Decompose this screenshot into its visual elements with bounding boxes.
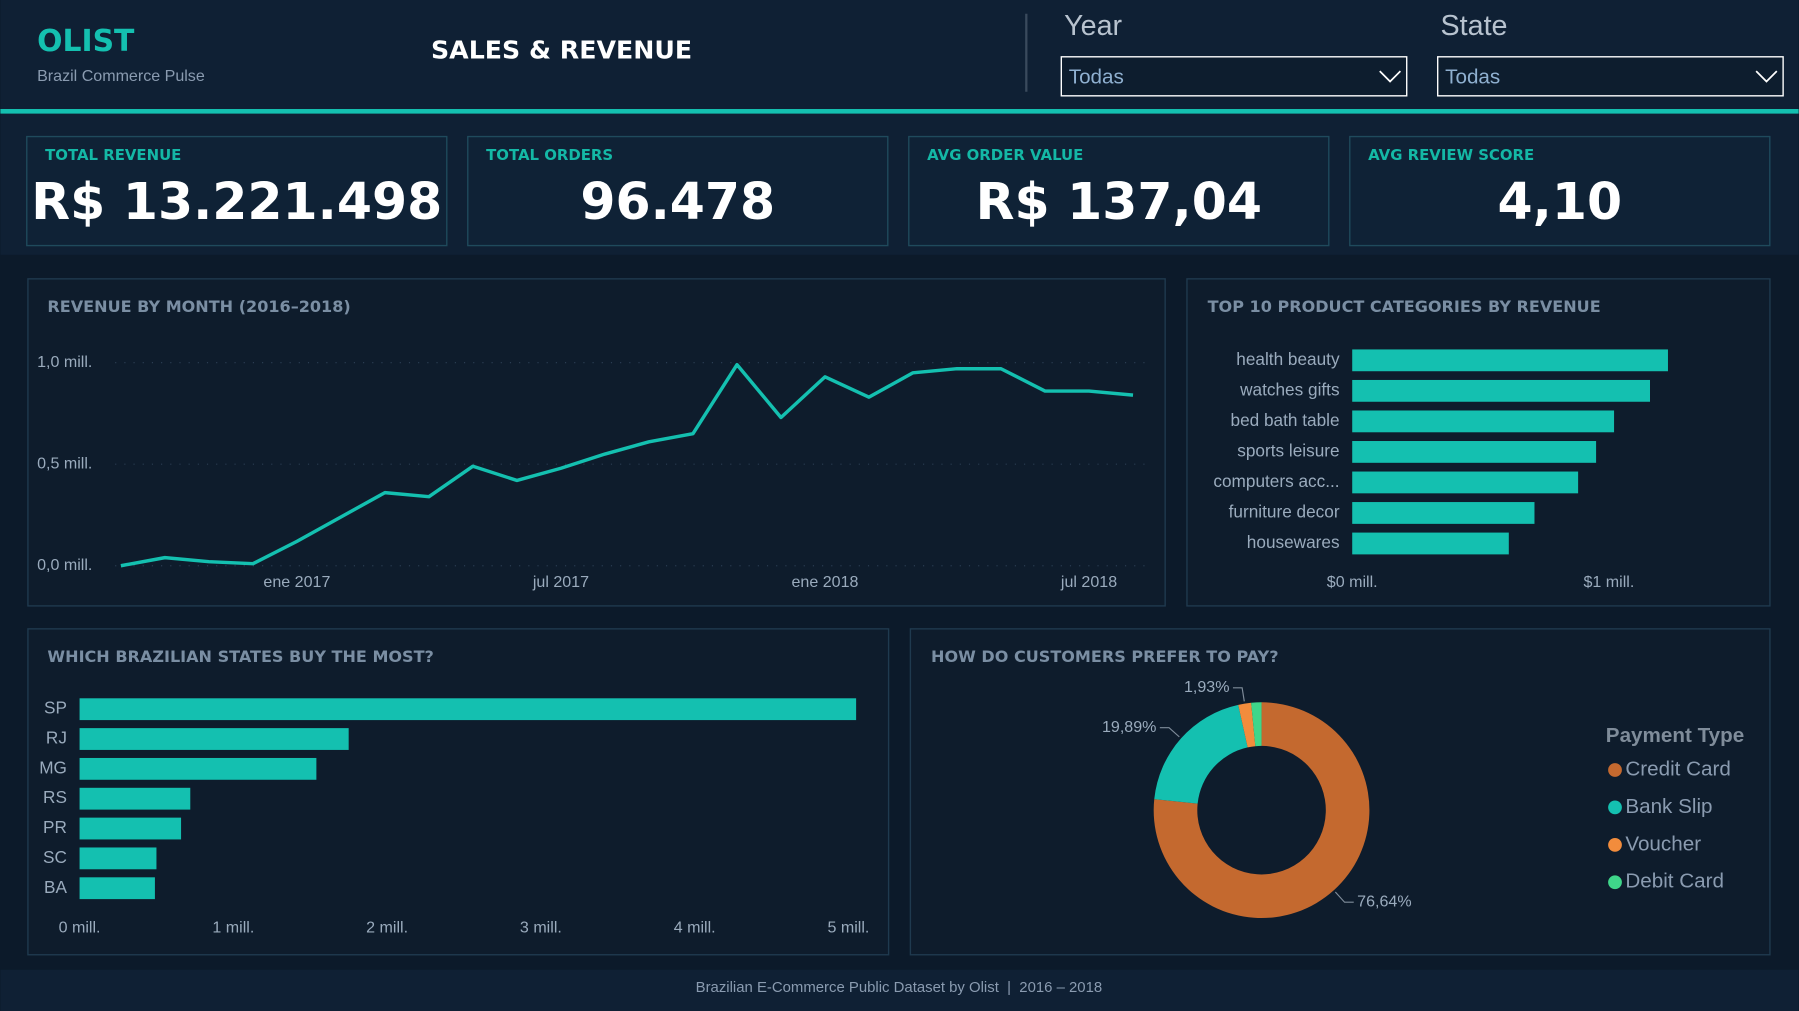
leader-line: [1159, 727, 1180, 738]
dropdown-box[interactable]: [1437, 56, 1784, 97]
dropdown[interactable]: Todas: [1060, 56, 1408, 97]
category-label: PR: [43, 817, 67, 837]
x-tick-label: 5 mill.: [827, 919, 869, 937]
legend-swatch: [1608, 800, 1622, 815]
chart-title: WHICH BRAZILIAN STATES BUY THE MOST?: [47, 647, 433, 666]
legend-title: Payment Type: [1606, 724, 1744, 747]
bar: [1352, 410, 1615, 433]
x-tick-label: $0 mill.: [1327, 573, 1378, 591]
x-tick-label: ene 2017: [263, 573, 330, 591]
leader-line: [1232, 687, 1245, 702]
bar: [79, 757, 317, 780]
footer: Brazilian E-Commerce Public Dataset by O…: [696, 980, 1103, 996]
legend-label: Voucher: [1625, 832, 1701, 855]
brand: OLIST: [37, 24, 135, 59]
chart-title: TOP 10 PRODUCT CATEGORIES BY REVENUE: [1208, 297, 1601, 316]
category-label: BA: [44, 877, 67, 897]
dropdown-value[interactable]: Todas: [1445, 65, 1500, 88]
kpi-label: TOTAL REVENUE: [45, 146, 181, 164]
bar: [1352, 471, 1579, 494]
bar: [1352, 349, 1668, 372]
chart-title: REVENUE BY MONTH (2016–2018): [47, 297, 350, 316]
kpi-value: 4,10: [1498, 172, 1623, 231]
kpi-card: [1349, 135, 1771, 247]
category-label: sports leisure: [1237, 440, 1339, 460]
bar: [1352, 379, 1650, 402]
footer-band: [0, 969, 1799, 1011]
x-tick-label: jul 2017: [532, 573, 589, 591]
kpi-label: TOTAL ORDERS: [486, 146, 613, 164]
legend-swatch: [1608, 875, 1622, 890]
x-tick-label: $1 mill.: [1584, 573, 1635, 591]
legend-swatch: [1608, 763, 1622, 777]
category-label: RJ: [46, 728, 67, 748]
kpi-card: [908, 135, 1330, 247]
x-tick-label: 4 mill.: [674, 919, 716, 937]
donut-slice: [1154, 704, 1248, 804]
kpi-value: R$ 137,04: [976, 172, 1262, 231]
dropdown-box[interactable]: [1060, 56, 1408, 97]
revenue-line: [120, 362, 1134, 568]
bar: [79, 817, 182, 840]
category-label: bed bath table: [1231, 410, 1340, 430]
category-label: SC: [43, 847, 67, 867]
category-label: health beauty: [1236, 349, 1340, 369]
kpi-label: AVG REVIEW SCORE: [1368, 146, 1534, 164]
value-label: 76,64%: [1357, 892, 1411, 910]
bar: [79, 787, 191, 810]
legend-label: Bank Slip: [1625, 795, 1712, 818]
category-label: MG: [39, 757, 67, 777]
y-tick-label: 0,5 mill.: [37, 454, 92, 472]
filter-label: Year: [1064, 10, 1122, 42]
kpi-card: [26, 135, 448, 247]
x-tick-label: 3 mill.: [520, 919, 562, 937]
x-tick-label: ene 2018: [792, 573, 859, 591]
category-label: watches gifts: [1239, 379, 1339, 399]
category-label: SP: [44, 698, 67, 718]
panel: [27, 278, 1166, 607]
kpi-row: TOTAL REVENUE R$ 13.221.498 TOTAL ORDERS 96…: [26, 135, 1771, 247]
header-rule: [0, 109, 1799, 114]
filter-label: State: [1441, 10, 1508, 42]
category-label: housewares: [1247, 532, 1340, 552]
value-label: 19,89%: [1102, 718, 1156, 736]
leader-line: [1334, 891, 1354, 903]
dropdown[interactable]: Todas: [1437, 56, 1784, 97]
legend-label: Debit Card: [1625, 870, 1724, 893]
page-title: SALES & REVENUE: [431, 36, 692, 65]
kpi-value: R$ 13.221.498: [31, 172, 442, 231]
category-label: furniture decor: [1229, 502, 1340, 522]
x-tick-label: 1 mill.: [212, 919, 254, 937]
bar: [1352, 532, 1509, 555]
bar: [79, 877, 155, 900]
x-tick-label: jul 2018: [1060, 573, 1117, 591]
kpi-label: AVG ORDER VALUE: [927, 146, 1083, 164]
value-label: 1,93%: [1184, 678, 1230, 696]
x-tick-label: 0 mill.: [59, 919, 101, 937]
x-tick-label: 2 mill.: [366, 919, 408, 937]
tagline: Brazil Commerce Pulse: [37, 67, 205, 85]
donut-slice: [1153, 702, 1370, 919]
bar: [79, 847, 157, 870]
kpi-value: 96.478: [580, 172, 775, 231]
chart-title: HOW DO CUSTOMERS PREFER TO PAY?: [931, 647, 1279, 666]
y-tick-label: 1,0 mill.: [37, 353, 92, 371]
donut-slice: [1251, 702, 1262, 747]
dropdown-value[interactable]: Todas: [1069, 65, 1124, 88]
kpi-card: [467, 135, 889, 247]
legend-swatch: [1608, 837, 1622, 852]
bar: [1352, 502, 1535, 524]
category-label: computers acc...: [1213, 471, 1339, 491]
chevron[interactable]: [1379, 70, 1402, 83]
bar: [1352, 441, 1597, 463]
bar: [79, 728, 349, 750]
y-tick-label: 0,0 mill.: [37, 556, 92, 574]
chevron[interactable]: [1755, 70, 1778, 83]
donut-slice: [1238, 702, 1256, 748]
bar: [79, 698, 857, 721]
category-label: RS: [43, 787, 67, 807]
legend-label: Credit Card: [1625, 757, 1731, 780]
